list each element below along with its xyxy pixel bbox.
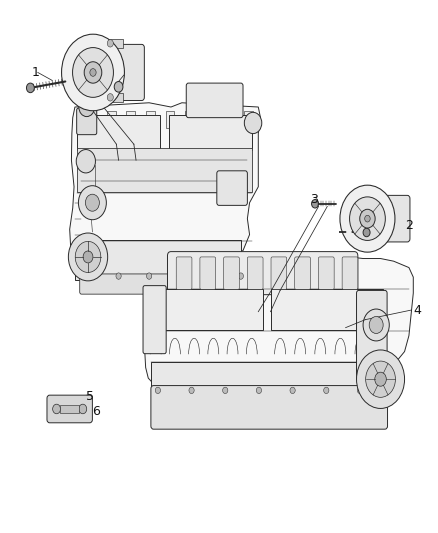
Circle shape [189, 387, 194, 393]
Circle shape [290, 387, 295, 393]
Circle shape [177, 273, 182, 279]
Circle shape [256, 387, 261, 393]
FancyBboxPatch shape [77, 108, 97, 135]
Circle shape [116, 273, 121, 279]
FancyBboxPatch shape [357, 290, 387, 381]
FancyBboxPatch shape [89, 44, 145, 101]
Text: 2: 2 [405, 219, 413, 231]
Circle shape [366, 361, 396, 397]
Circle shape [62, 34, 124, 111]
Circle shape [357, 350, 405, 408]
Circle shape [340, 185, 395, 252]
FancyBboxPatch shape [186, 83, 243, 118]
Circle shape [238, 273, 244, 279]
Bar [77, 115, 160, 150]
Circle shape [76, 150, 95, 173]
Circle shape [78, 185, 106, 220]
Text: 5: 5 [86, 390, 94, 403]
Circle shape [208, 273, 213, 279]
Circle shape [365, 215, 370, 222]
Text: 3: 3 [310, 193, 318, 206]
Circle shape [350, 197, 385, 240]
Circle shape [26, 83, 34, 93]
Bar [185, 111, 194, 128]
Circle shape [85, 273, 91, 279]
Bar [104, 39, 123, 47]
Circle shape [83, 251, 93, 263]
Circle shape [90, 69, 96, 76]
Circle shape [68, 233, 108, 281]
Bar [60, 405, 79, 413]
Circle shape [360, 209, 375, 228]
FancyBboxPatch shape [151, 385, 388, 429]
Bar [104, 93, 123, 102]
Circle shape [391, 387, 396, 393]
FancyBboxPatch shape [364, 196, 410, 242]
Polygon shape [70, 103, 261, 278]
Circle shape [84, 62, 102, 83]
Circle shape [369, 317, 383, 334]
FancyBboxPatch shape [47, 395, 92, 423]
Bar [151, 362, 396, 391]
Bar [77, 149, 252, 192]
Circle shape [147, 273, 152, 279]
Bar [87, 111, 96, 128]
Bar [272, 289, 383, 330]
Circle shape [223, 387, 228, 393]
Circle shape [107, 39, 113, 47]
Text: 6: 6 [92, 405, 100, 417]
Bar [225, 111, 233, 128]
Circle shape [114, 82, 123, 92]
Bar [205, 111, 214, 128]
Polygon shape [145, 253, 413, 395]
FancyBboxPatch shape [143, 286, 166, 354]
Circle shape [53, 404, 60, 414]
Circle shape [73, 47, 113, 98]
Bar [151, 289, 263, 330]
FancyBboxPatch shape [342, 257, 358, 289]
Circle shape [155, 387, 160, 393]
Circle shape [363, 309, 389, 341]
Circle shape [375, 372, 386, 386]
Bar [166, 111, 174, 128]
Circle shape [363, 228, 370, 237]
Circle shape [79, 404, 87, 414]
Text: 1: 1 [32, 66, 39, 79]
Circle shape [75, 241, 101, 272]
FancyBboxPatch shape [224, 257, 239, 289]
Circle shape [107, 94, 113, 101]
Bar [244, 111, 253, 128]
Circle shape [357, 387, 363, 393]
Circle shape [324, 387, 329, 393]
Circle shape [85, 194, 99, 211]
Bar [127, 111, 135, 128]
Bar [169, 115, 252, 150]
FancyBboxPatch shape [217, 171, 247, 205]
Bar [107, 111, 116, 128]
FancyBboxPatch shape [80, 274, 236, 294]
Circle shape [311, 199, 318, 208]
Bar [75, 240, 241, 280]
FancyBboxPatch shape [318, 257, 334, 289]
Circle shape [79, 98, 95, 117]
FancyBboxPatch shape [271, 257, 287, 289]
Bar [146, 111, 155, 128]
FancyBboxPatch shape [167, 252, 358, 295]
FancyBboxPatch shape [247, 257, 263, 289]
FancyBboxPatch shape [200, 257, 215, 289]
FancyBboxPatch shape [295, 257, 311, 289]
FancyBboxPatch shape [176, 257, 192, 289]
Circle shape [244, 112, 262, 134]
Text: 4: 4 [414, 304, 422, 317]
